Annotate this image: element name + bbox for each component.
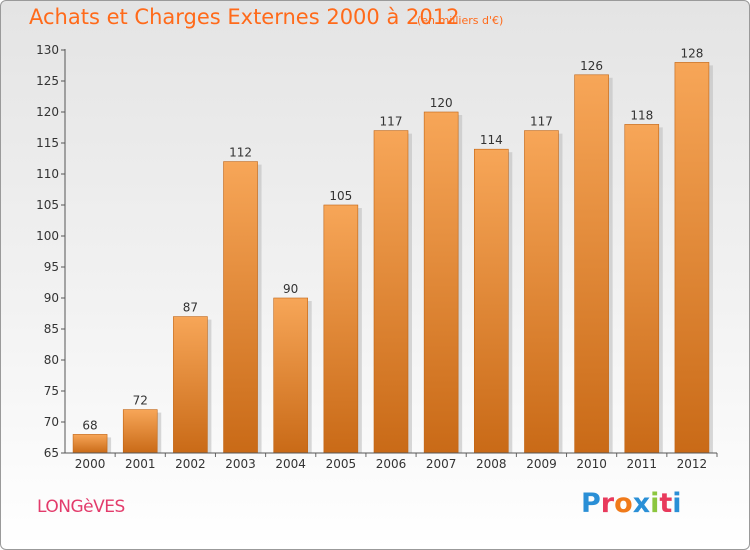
y-tick-label: 95 (44, 260, 59, 274)
chart-subtitle: (en milliers d'€) (417, 14, 504, 27)
data-label-2005: 105 (329, 189, 352, 203)
proxiti-logo[interactable]: Proxiti (581, 488, 682, 519)
bar-2006[interactable] (373, 130, 409, 454)
x-tick-label: 2007 (426, 457, 457, 471)
y-tick-label: 100 (36, 229, 59, 243)
y-tick-label: 130 (36, 43, 59, 57)
data-label-2008: 114 (480, 133, 503, 147)
x-tick-label: 2006 (376, 457, 407, 471)
logo-letter: o (614, 488, 633, 519)
y-tick-label: 125 (36, 74, 59, 88)
data-label-2003: 112 (229, 146, 252, 160)
logo-letter: t (659, 488, 673, 519)
bar-2005[interactable] (323, 204, 359, 454)
bar-2001[interactable] (122, 409, 158, 454)
data-label-2011: 118 (630, 108, 653, 122)
commune-name: LONGèVES (37, 497, 125, 517)
data-label-2004: 90 (283, 282, 298, 296)
y-tick-label: 90 (44, 291, 59, 305)
logo-letter: P (581, 488, 601, 519)
bar-2000[interactable] (72, 434, 108, 454)
bar-2002[interactable] (173, 316, 208, 454)
bar-2010[interactable] (574, 74, 609, 454)
x-tick-label: 2000 (75, 457, 106, 471)
bar-2009[interactable] (524, 130, 559, 454)
chart-title: Achats et Charges Externes 2000 à 2012 (29, 5, 460, 29)
y-tick-label: 115 (36, 136, 59, 150)
x-tick-label: 2011 (626, 457, 657, 471)
y-tick-label: 75 (44, 384, 59, 398)
data-label-2001: 72 (133, 394, 148, 408)
data-label-2012: 128 (680, 46, 703, 60)
x-tick-label: 2008 (476, 457, 507, 471)
logo-letter: i (672, 488, 682, 519)
logo-letter: x (632, 488, 651, 519)
y-tick-label: 105 (36, 198, 59, 212)
x-tick-label: 2005 (326, 457, 357, 471)
x-tick-label: 2009 (526, 457, 557, 471)
bar-2008[interactable] (474, 148, 509, 454)
x-tick-label: 2010 (576, 457, 607, 471)
bar-2003[interactable] (223, 161, 258, 454)
logo-letter: r (600, 488, 615, 519)
data-label-2002: 87 (183, 301, 198, 315)
bar-2007[interactable] (423, 111, 459, 454)
y-tick-label: 80 (44, 353, 59, 367)
bar-2004[interactable] (273, 297, 308, 454)
data-label-2010: 126 (580, 59, 603, 73)
x-tick-label: 2001 (125, 457, 156, 471)
y-tick-label: 120 (36, 105, 59, 119)
bar-2011[interactable] (624, 124, 660, 454)
y-tick-label: 65 (44, 446, 59, 460)
data-label-2000: 68 (82, 418, 97, 432)
x-tick-label: 2004 (275, 457, 306, 471)
logo-letter: i (650, 488, 660, 519)
bar-2012[interactable] (674, 62, 710, 454)
data-label-2009: 117 (530, 115, 553, 129)
y-tick-label: 70 (44, 415, 59, 429)
x-tick-label: 2002 (175, 457, 206, 471)
x-tick-label: 2003 (225, 457, 256, 471)
x-tick-label: 2012 (677, 457, 708, 471)
data-label-2007: 120 (430, 96, 453, 110)
y-tick-label: 110 (36, 167, 59, 181)
data-label-2006: 117 (380, 115, 403, 129)
y-tick-label: 85 (44, 322, 59, 336)
